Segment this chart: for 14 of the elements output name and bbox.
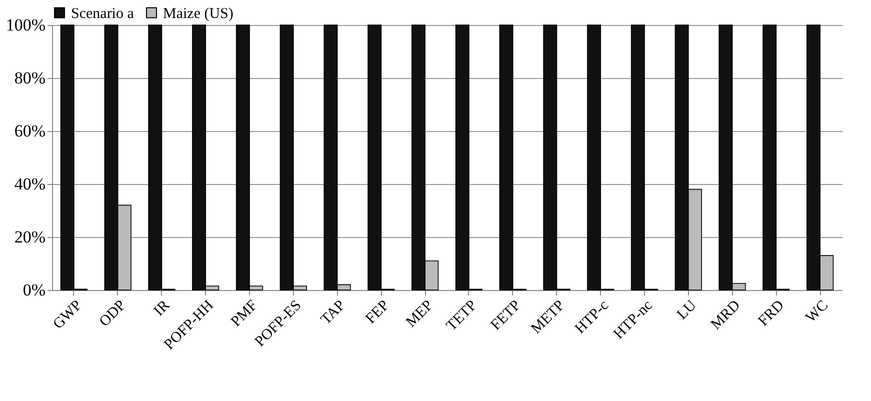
x-tick-label: TAP — [318, 298, 349, 328]
y-tick-label: 40% — [14, 174, 46, 194]
x-tick-label: LU — [674, 297, 700, 323]
x-tick-label: FRD — [756, 297, 788, 330]
y-tick-label: 0% — [22, 280, 46, 300]
x-tick-label: FEP — [362, 298, 392, 328]
y-tick-label: 80% — [14, 68, 46, 88]
y-tick-label: 60% — [14, 122, 46, 140]
legend-label: Scenario a — [71, 6, 134, 22]
legend-label: Maize (US) — [163, 6, 234, 22]
y-tick-label: 20% — [14, 228, 46, 246]
y-tick-label: 100% — [6, 16, 46, 34]
x-tick-label: ODP — [96, 298, 130, 330]
x-tick-label: WC — [802, 298, 832, 326]
